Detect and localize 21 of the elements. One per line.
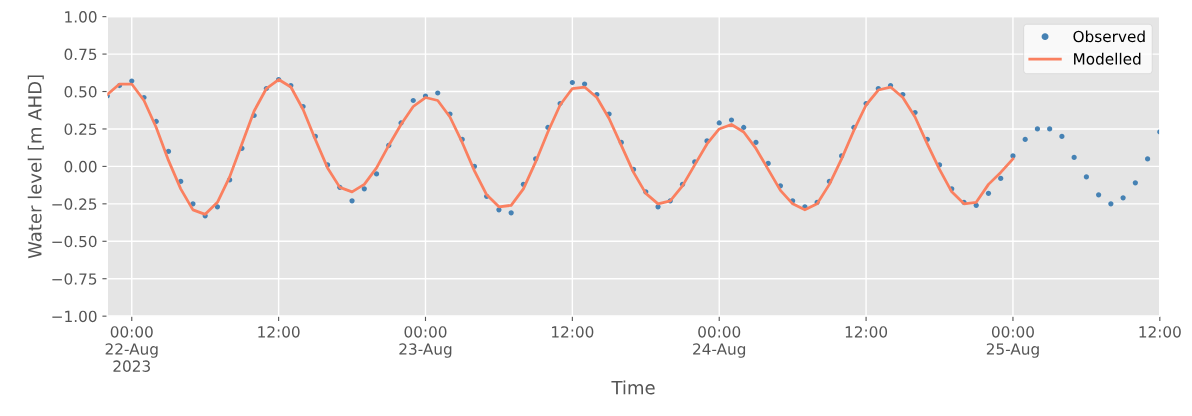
legend-label: Observed bbox=[1073, 30, 1145, 43]
x-tick-label: 00:00 25-Aug bbox=[986, 326, 1039, 358]
y-tick-label: −0.50 bbox=[52, 235, 97, 248]
x-tick-label: 12:00 bbox=[258, 326, 300, 338]
y-axis-title: Water level [m AHD] bbox=[27, 75, 44, 259]
y-tick-label: −0.75 bbox=[52, 273, 97, 285]
x-tick-label: 00:00 24-Aug bbox=[693, 326, 746, 358]
y-tick-label: 0.75 bbox=[64, 48, 97, 61]
x-tick-label: 00:00 23-Aug bbox=[399, 326, 452, 358]
x-tick-label: 12:00 bbox=[552, 326, 594, 338]
y-tick-label: 0.50 bbox=[64, 85, 97, 98]
x-tick-label: 12:00 bbox=[845, 326, 888, 338]
y-tick-label: 0.25 bbox=[64, 123, 97, 135]
legend-label: Modelled bbox=[1074, 52, 1141, 65]
y-tick-label: −0.25 bbox=[52, 198, 97, 210]
y-tick-label: 0.00 bbox=[64, 160, 97, 173]
x-axis-title: Time bbox=[611, 380, 655, 395]
y-tick-label: −1.00 bbox=[52, 310, 97, 323]
x-tick-label: 12:00 bbox=[1139, 326, 1181, 338]
y-tick-label: 1.00 bbox=[65, 11, 97, 23]
x-tick-label: 00:00 22-Aug 2023 bbox=[105, 326, 158, 372]
